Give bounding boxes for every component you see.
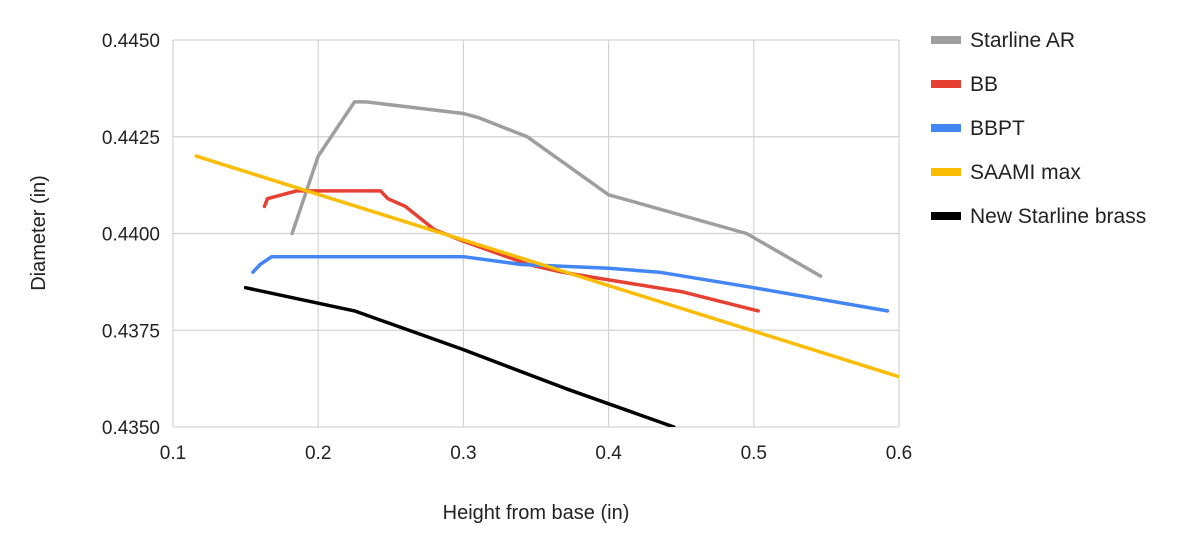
y-tick-label: 0.4400 bbox=[102, 225, 160, 246]
series-line-saami-max bbox=[194, 154, 899, 379]
legend-swatch-saami-max bbox=[931, 168, 961, 176]
x-tick-label: 0.2 bbox=[305, 443, 331, 464]
x-tick-label: 0.4 bbox=[595, 443, 622, 464]
legend-label-bbpt: BBPT bbox=[970, 117, 1025, 140]
x-tick-labels: 0.1 0.2 0.3 0.4 0.5 0.6 bbox=[160, 443, 912, 464]
series-line-bbpt bbox=[251, 254, 890, 313]
y-axis-title: Diameter (in) bbox=[28, 175, 50, 291]
x-tick-label: 0.5 bbox=[741, 443, 767, 464]
legend-swatch-starline-ar bbox=[931, 36, 961, 44]
series-lines bbox=[194, 100, 899, 427]
x-axis-title: Height from base (in) bbox=[443, 502, 630, 524]
grid bbox=[172, 39, 900, 428]
x-tick-label: 0.6 bbox=[886, 443, 912, 464]
series-line-bb bbox=[262, 189, 760, 313]
y-tick-label: 0.4375 bbox=[102, 321, 160, 342]
legend-swatch-new-starline-brass bbox=[931, 212, 961, 220]
x-tick-label: 0.1 bbox=[160, 443, 186, 464]
series-line-new-starline-brass bbox=[243, 285, 676, 427]
legend: Starline AR BB BBPT SAAMI max New Starline b… bbox=[931, 29, 1146, 228]
legend-label-starline-ar: Starline AR bbox=[970, 29, 1075, 52]
legend-label-bb: BB bbox=[970, 73, 998, 96]
legend-swatch-bbpt bbox=[931, 124, 961, 132]
series-line-starline-ar bbox=[290, 100, 823, 278]
y-tick-label: 0.4425 bbox=[102, 128, 160, 149]
legend-label-new-starline-brass: New Starline brass bbox=[970, 205, 1146, 228]
x-tick-label: 0.3 bbox=[450, 443, 476, 464]
legend-swatch-bb bbox=[931, 80, 961, 88]
legend-label-saami-max: SAAMI max bbox=[970, 161, 1081, 184]
y-tick-label: 0.4450 bbox=[102, 31, 160, 52]
y-tick-labels: 0.4350 0.4375 0.4400 0.4425 0.4450 bbox=[102, 31, 160, 439]
y-tick-label: 0.4350 bbox=[102, 418, 160, 439]
